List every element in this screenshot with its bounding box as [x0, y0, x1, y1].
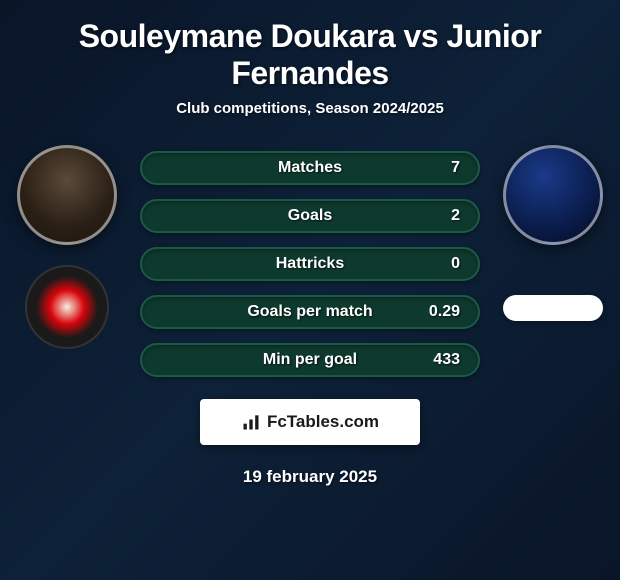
stat-label: Hattricks	[276, 255, 344, 273]
stat-value: 433	[433, 351, 460, 369]
stat-value: 7	[451, 159, 460, 177]
left-club-badge	[25, 265, 109, 349]
stat-row-goals: Goals 2	[140, 199, 480, 233]
stat-row-min-per-goal: Min per goal 433	[140, 343, 480, 377]
right-club-badge	[503, 295, 603, 321]
comparison-title: Souleymane Doukara vs Junior Fernandes	[0, 0, 620, 100]
comparison-grid: Matches 7 Goals 2 Hattricks 0 Goals per …	[0, 145, 620, 377]
stat-value: 0.29	[429, 303, 460, 321]
right-player-avatar	[503, 145, 603, 245]
stat-row-hattricks: Hattricks 0	[140, 247, 480, 281]
footer-date: 19 february 2025	[0, 467, 620, 487]
season-subtitle: Club competitions, Season 2024/2025	[0, 100, 620, 145]
brand-box[interactable]: FcTables.com	[200, 399, 420, 445]
left-player-column	[12, 145, 122, 349]
stat-label: Min per goal	[263, 351, 357, 369]
chart-icon	[241, 412, 261, 432]
stat-label: Goals per match	[247, 303, 372, 321]
stat-value: 2	[451, 207, 460, 225]
stat-value: 0	[451, 255, 460, 273]
stats-column: Matches 7 Goals 2 Hattricks 0 Goals per …	[140, 145, 480, 377]
left-player-avatar	[17, 145, 117, 245]
stat-label: Matches	[278, 159, 342, 177]
stat-row-matches: Matches 7	[140, 151, 480, 185]
stat-row-goals-per-match: Goals per match 0.29	[140, 295, 480, 329]
brand-text: FcTables.com	[267, 412, 379, 432]
right-player-column	[498, 145, 608, 321]
stat-label: Goals	[288, 207, 332, 225]
